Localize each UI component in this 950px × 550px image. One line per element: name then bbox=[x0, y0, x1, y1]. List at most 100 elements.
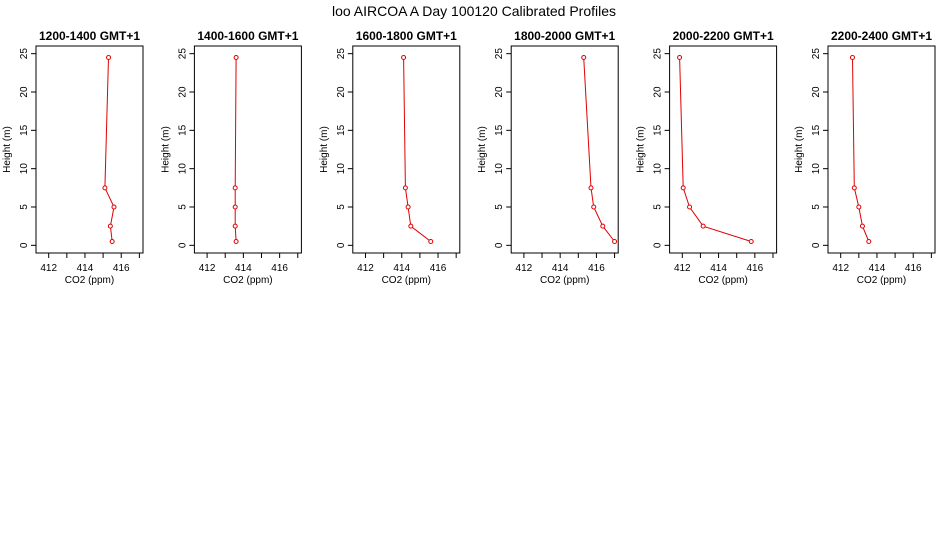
x-tick-label: 416 bbox=[271, 263, 288, 274]
panel-title: 1600-1800 GMT+1 bbox=[356, 29, 457, 43]
y-tick-label: 15 bbox=[494, 124, 505, 136]
y-tick-label: 0 bbox=[336, 242, 347, 248]
profile-point bbox=[111, 204, 117, 210]
profile-point bbox=[401, 55, 407, 60]
profile-point bbox=[700, 223, 706, 229]
y-tick-label: 0 bbox=[177, 242, 188, 248]
y-tick-label: 20 bbox=[653, 86, 664, 98]
profile-point bbox=[856, 204, 862, 210]
x-axis-label: CO2 (ppm) bbox=[540, 275, 589, 286]
plot-frame bbox=[352, 45, 461, 254]
y-tick-label: 25 bbox=[19, 48, 30, 60]
y-tick-label: 25 bbox=[177, 48, 188, 60]
x-axis-label: CO2 (ppm) bbox=[857, 275, 906, 286]
x-tick-label: 414 bbox=[77, 263, 94, 274]
x-tick-label: 416 bbox=[588, 263, 605, 274]
y-axis-label: Height (m) bbox=[160, 126, 171, 173]
y-tick-label: 15 bbox=[653, 124, 664, 136]
profile-point bbox=[859, 223, 865, 229]
x-axis-label: CO2 (ppm) bbox=[223, 275, 272, 286]
profile-point bbox=[233, 239, 239, 244]
y-tick-label: 10 bbox=[336, 163, 347, 175]
profile-point bbox=[581, 55, 587, 60]
profile-point bbox=[588, 185, 594, 191]
y-tick-label: 5 bbox=[19, 204, 30, 210]
panel-title: 1400-1600 GMT+1 bbox=[197, 29, 298, 43]
profile-point bbox=[428, 239, 434, 244]
profile-point bbox=[102, 185, 108, 191]
y-tick-label: 5 bbox=[653, 204, 664, 210]
y-axis-label: Height (m) bbox=[477, 126, 488, 173]
x-tick-label: 414 bbox=[710, 263, 727, 274]
plot-frame bbox=[35, 45, 144, 254]
x-tick-label: 414 bbox=[235, 263, 252, 274]
y-tick-label: 25 bbox=[653, 48, 664, 60]
y-tick-label: 20 bbox=[19, 86, 30, 98]
y-tick-label: 10 bbox=[19, 163, 30, 175]
profile-point bbox=[107, 223, 113, 229]
x-tick-label: 416 bbox=[113, 263, 130, 274]
y-tick-label: 15 bbox=[336, 124, 347, 136]
x-tick-label: 412 bbox=[199, 263, 216, 274]
plot-frame bbox=[510, 45, 619, 254]
figure-title: loo AIRCOA A Day 100120 Calibrated Profi… bbox=[332, 3, 616, 19]
x-tick-label: 414 bbox=[552, 263, 569, 274]
y-tick-label: 0 bbox=[811, 242, 822, 248]
profile-point bbox=[851, 185, 857, 191]
y-axis-label: Height (m) bbox=[636, 126, 647, 173]
x-tick-label: 416 bbox=[746, 263, 763, 274]
profile-point bbox=[687, 204, 693, 210]
y-tick-label: 0 bbox=[19, 242, 30, 248]
y-axis-label: Height (m) bbox=[794, 126, 805, 173]
x-tick-label: 412 bbox=[40, 263, 57, 274]
profile-point bbox=[232, 185, 238, 191]
y-tick-label: 25 bbox=[811, 48, 822, 60]
x-tick-label: 416 bbox=[905, 263, 922, 274]
x-tick-label: 416 bbox=[430, 263, 447, 274]
y-tick-label: 10 bbox=[811, 163, 822, 175]
y-tick-label: 15 bbox=[811, 124, 822, 136]
x-axis-label: CO2 (ppm) bbox=[65, 275, 114, 286]
y-tick-label: 10 bbox=[494, 163, 505, 175]
profile-point bbox=[748, 239, 754, 244]
profile-point bbox=[866, 239, 872, 244]
x-axis-label: CO2 (ppm) bbox=[698, 275, 747, 286]
y-tick-label: 15 bbox=[19, 124, 30, 136]
x-tick-label: 412 bbox=[674, 263, 691, 274]
profile-point bbox=[402, 185, 408, 191]
x-tick-label: 412 bbox=[516, 263, 533, 274]
plot-frame bbox=[669, 45, 778, 254]
y-tick-label: 25 bbox=[494, 48, 505, 60]
y-tick-label: 15 bbox=[177, 124, 188, 136]
y-tick-label: 5 bbox=[336, 204, 347, 210]
profile-point bbox=[408, 223, 414, 229]
profile-point bbox=[612, 239, 618, 244]
x-tick-label: 412 bbox=[832, 263, 849, 274]
y-tick-label: 5 bbox=[811, 204, 822, 210]
profile-point bbox=[232, 204, 238, 210]
profile-point bbox=[233, 55, 239, 60]
y-tick-label: 5 bbox=[494, 204, 505, 210]
panel-title: 2200-2400 GMT+1 bbox=[831, 29, 932, 43]
profile-point bbox=[677, 55, 683, 60]
y-tick-label: 0 bbox=[494, 242, 505, 248]
profile-point bbox=[405, 204, 411, 210]
profile-point bbox=[600, 223, 606, 229]
x-axis-label: CO2 (ppm) bbox=[382, 275, 431, 286]
y-axis-label: Height (m) bbox=[2, 126, 13, 173]
panel-title: 1200-1400 GMT+1 bbox=[39, 29, 140, 43]
x-tick-label: 414 bbox=[393, 263, 410, 274]
profile-point bbox=[591, 204, 597, 210]
profile-point bbox=[849, 55, 855, 60]
profile-point bbox=[106, 55, 112, 60]
profile-point bbox=[109, 239, 115, 244]
x-tick-label: 414 bbox=[869, 263, 886, 274]
